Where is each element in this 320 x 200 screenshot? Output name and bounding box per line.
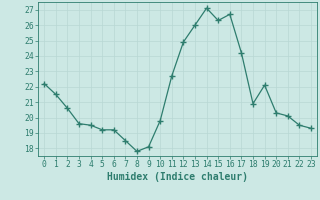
X-axis label: Humidex (Indice chaleur): Humidex (Indice chaleur) [107, 172, 248, 182]
